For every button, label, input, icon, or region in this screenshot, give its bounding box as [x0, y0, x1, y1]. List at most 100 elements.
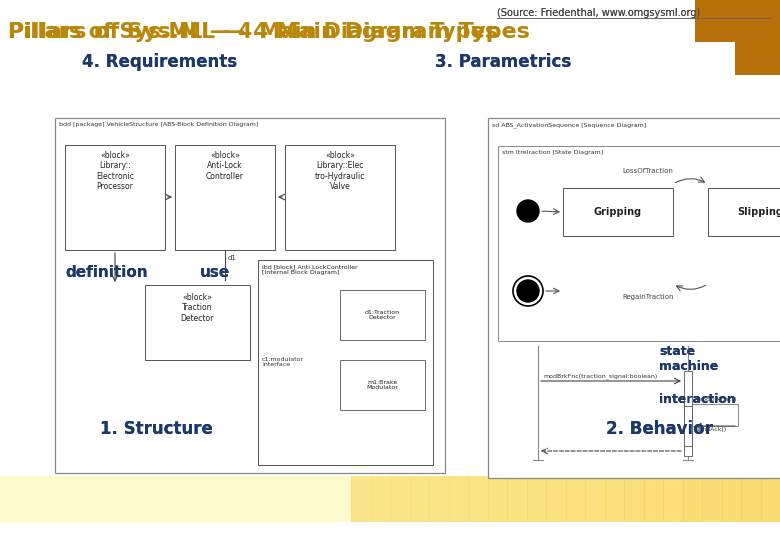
- Text: «block»
Library::Elec
tro-Hydraulic
Valve: «block» Library::Elec tro-Hydraulic Valv…: [315, 151, 365, 191]
- Text: 3. Parametrics: 3. Parametrics: [435, 53, 571, 71]
- Text: 4. Requirements: 4. Requirements: [83, 53, 237, 71]
- Bar: [526, 476, 547, 522]
- Text: RegainTraction: RegainTraction: [622, 294, 674, 300]
- Bar: [98, 476, 118, 522]
- Bar: [273, 476, 293, 522]
- Bar: [58, 476, 79, 522]
- Bar: [39, 476, 59, 522]
- Bar: [448, 476, 469, 522]
- Bar: [20, 476, 40, 522]
- Bar: [708, 188, 780, 236]
- Bar: [644, 476, 664, 522]
- Circle shape: [517, 200, 539, 222]
- Text: modBrkFnc(): modBrkFnc(): [696, 397, 736, 402]
- Bar: [145, 285, 250, 360]
- Text: ibd [block] Anti LockController
[Internal Block Diagram]: ibd [block] Anti LockController [Interna…: [262, 264, 357, 275]
- Text: c1:modulator
interface: c1:modulator interface: [262, 356, 304, 367]
- Text: Pillars of Sys.ML — 4 Main Diagram Types: Pillars of Sys.ML — 4 Main Diagram Types: [8, 22, 498, 42]
- Text: d1: d1: [228, 255, 237, 261]
- Bar: [624, 476, 644, 522]
- Bar: [254, 476, 274, 522]
- Bar: [604, 476, 625, 522]
- Bar: [566, 476, 586, 522]
- Bar: [65, 145, 165, 250]
- Text: state
machine: state machine: [659, 345, 718, 373]
- Text: 1. Structure: 1. Structure: [100, 420, 212, 438]
- Bar: [340, 290, 425, 340]
- Text: interaction: interaction: [659, 393, 736, 406]
- Bar: [410, 476, 430, 522]
- Bar: [507, 476, 527, 522]
- Text: Slipping: Slipping: [737, 207, 780, 217]
- Text: LossOfTraction: LossOfTraction: [622, 168, 673, 174]
- Bar: [390, 476, 410, 522]
- Bar: [429, 476, 449, 522]
- Bar: [488, 118, 780, 478]
- Bar: [332, 476, 352, 522]
- Bar: [117, 476, 137, 522]
- Bar: [468, 476, 488, 522]
- Bar: [0, 476, 20, 522]
- Circle shape: [517, 280, 539, 302]
- Bar: [55, 118, 445, 473]
- Bar: [585, 476, 605, 522]
- Text: m1:Brake
Modulator: m1:Brake Modulator: [366, 380, 398, 390]
- Text: definition: definition: [66, 265, 148, 280]
- Bar: [351, 476, 371, 522]
- Bar: [741, 476, 761, 522]
- Text: modBrkFnc(traction_signal:boolean): modBrkFnc(traction_signal:boolean): [543, 373, 658, 379]
- Text: state
machine: state machine: [659, 345, 718, 373]
- Text: 3. Parametrics: 3. Parametrics: [435, 53, 571, 71]
- Text: stm ItreIraction [State Diagram]: stm ItreIraction [State Diagram]: [502, 150, 603, 155]
- Bar: [684, 406, 692, 446]
- Bar: [156, 476, 176, 522]
- Bar: [312, 476, 332, 522]
- Text: definition: definition: [66, 265, 148, 280]
- Bar: [695, 0, 780, 75]
- Text: (Source: Friedenthal, www.omgsysml.org): (Source: Friedenthal, www.omgsysml.org): [497, 8, 700, 18]
- Text: (Source: Friedenthal, www.omgsysml.org): (Source: Friedenthal, www.omgsysml.org): [497, 8, 700, 18]
- Text: use: use: [200, 265, 229, 280]
- Bar: [702, 476, 722, 522]
- Text: use: use: [200, 265, 229, 280]
- Bar: [498, 146, 780, 341]
- Bar: [546, 476, 566, 522]
- Bar: [175, 145, 275, 250]
- Bar: [136, 476, 157, 522]
- Text: d1:Traction
Detector: d1:Traction Detector: [364, 309, 399, 320]
- Bar: [695, 42, 735, 75]
- Bar: [722, 476, 742, 522]
- Bar: [176, 476, 196, 522]
- Bar: [684, 371, 692, 456]
- Bar: [695, 0, 780, 75]
- Text: interaction: interaction: [659, 393, 736, 406]
- Bar: [682, 476, 703, 522]
- Bar: [370, 476, 391, 522]
- Text: «block»
Traction
Detector: «block» Traction Detector: [180, 293, 214, 323]
- Bar: [760, 476, 780, 522]
- Text: 4. Requirements: 4. Requirements: [83, 53, 237, 71]
- Bar: [78, 476, 98, 522]
- Bar: [563, 188, 673, 236]
- Bar: [258, 260, 433, 465]
- Bar: [663, 476, 683, 522]
- Bar: [340, 360, 425, 410]
- Bar: [292, 476, 313, 522]
- Bar: [195, 476, 215, 522]
- Text: 1. Structure: 1. Structure: [100, 420, 212, 438]
- Bar: [695, 42, 733, 75]
- Bar: [0, 476, 780, 522]
- Text: sendAck(): sendAck(): [696, 427, 727, 432]
- Text: 2. Behavior: 2. Behavior: [605, 420, 713, 438]
- Bar: [234, 476, 254, 522]
- Bar: [0, 476, 351, 522]
- Text: Gripping: Gripping: [594, 207, 642, 217]
- Bar: [285, 145, 395, 250]
- Text: 2. Behavior: 2. Behavior: [605, 420, 713, 438]
- Bar: [488, 476, 508, 522]
- Text: sd ABS_ActivationSequence [Sequence Diagram]: sd ABS_ActivationSequence [Sequence Diag…: [492, 122, 647, 127]
- Text: bdd [package] VehicleStructure [ABS-Block Definition Diagram]: bdd [package] VehicleStructure [ABS-Bloc…: [59, 122, 258, 127]
- Text: «block»
Library::
Electronic
Processor: «block» Library:: Electronic Processor: [96, 151, 134, 191]
- Text: Pillars of Sys.ML — 4 Main Diagram Types: Pillars of Sys.ML — 4 Main Diagram Types: [8, 22, 530, 42]
- Bar: [215, 476, 235, 522]
